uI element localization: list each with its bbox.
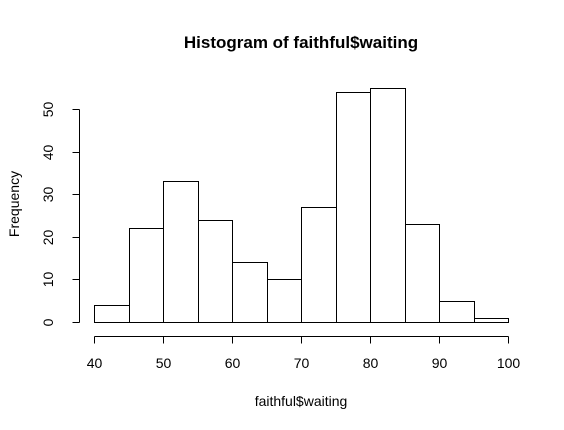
histogram-bar — [129, 228, 164, 323]
bars-group — [94, 88, 509, 323]
x-tick-label: 60 — [225, 355, 241, 371]
y-tick-label: 20 — [40, 230, 56, 246]
y-axis: 0 10 20 30 40 50 — [40, 102, 80, 326]
histogram-bar — [94, 305, 130, 323]
histogram-bar — [370, 88, 406, 323]
x-tick-label: 70 — [294, 355, 310, 371]
x-tick-label: 50 — [156, 355, 172, 371]
histogram-bar — [198, 220, 233, 323]
histogram-bar — [267, 279, 302, 323]
histogram-bar — [439, 301, 475, 323]
x-axis: 40 50 60 70 80 90 100 — [87, 336, 521, 371]
x-axis-title: faithful$waiting — [255, 393, 348, 409]
x-tick-label: 40 — [87, 355, 103, 371]
y-tick-label: 40 — [40, 145, 56, 161]
chart-title: Histogram of faithful$waiting — [184, 33, 418, 52]
histogram-bar — [163, 181, 199, 323]
y-tick-label: 30 — [40, 187, 56, 203]
y-axis-title: Frequency — [6, 171, 22, 237]
y-tick-label: 10 — [40, 272, 56, 288]
histogram-bar — [301, 207, 337, 323]
histogram-bar — [336, 92, 371, 323]
histogram-bar — [405, 224, 440, 323]
y-tick-label: 0 — [40, 318, 56, 326]
x-tick-label: 100 — [497, 355, 521, 371]
y-tick-label: 50 — [40, 102, 56, 118]
x-tick-label: 80 — [363, 355, 379, 371]
x-tick-label: 90 — [432, 355, 448, 371]
histogram-bar — [232, 262, 268, 323]
histogram-bar — [474, 318, 509, 323]
